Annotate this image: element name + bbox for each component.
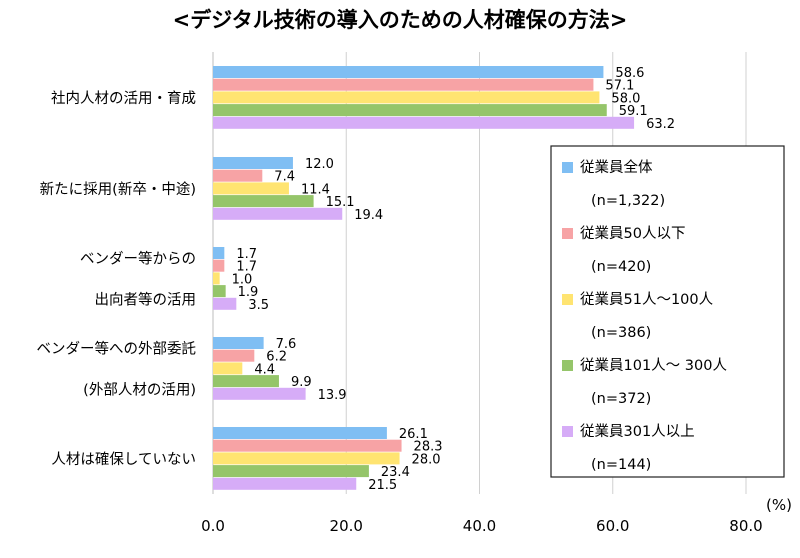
category-label: ベンダー等への外部委託	[37, 339, 197, 357]
data-label: 26.1	[399, 427, 428, 442]
bar	[213, 465, 369, 478]
category-label: (外部人材の活用)	[83, 381, 196, 398]
data-label: 3.5	[248, 298, 269, 313]
bar	[213, 349, 255, 362]
bar	[213, 182, 289, 195]
bar	[213, 439, 402, 452]
legend-swatch	[562, 360, 573, 371]
bar	[213, 259, 225, 272]
category-label: 新たに採用(新卒・中途)	[40, 181, 196, 198]
chart-title: <デジタル技術の導入のための人材確保の方法>	[173, 8, 628, 32]
legend-n: (n=372)	[591, 391, 651, 407]
legend-entry: 従業員301人以上	[580, 423, 695, 440]
legend-entry: 従業員50人以下	[580, 225, 685, 242]
data-label: 28.0	[412, 452, 441, 467]
unit-label: (%)	[766, 496, 792, 514]
bar	[213, 362, 243, 375]
bar	[213, 387, 306, 400]
data-label: 13.9	[318, 388, 347, 403]
data-label: 58.0	[611, 91, 640, 106]
bar	[213, 272, 220, 285]
bar	[213, 477, 357, 490]
data-label: 1.0	[232, 272, 253, 287]
data-label: 15.1	[326, 195, 355, 210]
legend-n: (n=144)	[591, 457, 651, 473]
bar	[213, 427, 387, 439]
x-tick-label: 20.0	[330, 517, 363, 535]
bar	[213, 247, 225, 259]
legend-n: (n=420)	[591, 259, 651, 275]
bar	[213, 452, 400, 465]
bar	[213, 195, 314, 208]
bar	[213, 169, 263, 182]
x-tick-label: 40.0	[463, 517, 496, 535]
bar	[213, 375, 279, 388]
category-label: 出向者等の活用	[95, 290, 197, 308]
data-label: 63.2	[646, 117, 675, 132]
data-label: 4.4	[254, 362, 275, 377]
data-label: 28.3	[414, 440, 443, 455]
legend-entry: 従業員51人～100人	[580, 291, 713, 308]
category-label: 社内人材の活用・育成	[51, 90, 196, 107]
legend-entry: 従業員101人～ 300人	[580, 357, 727, 374]
data-label: 6.2	[266, 350, 287, 365]
bar	[213, 337, 264, 349]
bar	[213, 66, 604, 78]
data-label: 7.4	[274, 170, 295, 185]
legend-swatch	[562, 294, 573, 305]
data-labels: 58.657.158.059.163.2 12.0 7.4 11.415.119.4 1…	[232, 66, 675, 493]
data-label: 21.5	[368, 478, 397, 493]
data-label: 19.4	[354, 208, 383, 223]
category-label: 人材は確保していない	[51, 451, 196, 468]
legend-n: (n=1,322)	[591, 193, 665, 209]
category-label: ベンダー等からの	[80, 249, 196, 267]
data-label: 59.1	[619, 104, 648, 119]
x-tick-label: 80.0	[729, 517, 762, 535]
bar	[213, 78, 594, 91]
data-label: 11.4	[301, 182, 330, 197]
bar	[213, 157, 293, 169]
data-label: 12.0	[305, 157, 334, 172]
data-label: 1.7	[236, 247, 257, 262]
x-tick-labels: 0.0 20.0 40.0 60.0 80.0	[201, 517, 763, 535]
legend-swatch	[562, 426, 573, 437]
bar	[213, 116, 635, 129]
data-label: 9.9	[291, 375, 312, 390]
data-label: 7.6	[276, 337, 297, 352]
data-label: 1.7	[236, 260, 257, 275]
bar	[213, 285, 226, 298]
data-label: 23.4	[381, 465, 410, 480]
legend-n: (n=386)	[591, 325, 651, 341]
legend-box	[550, 145, 785, 478]
bar	[213, 91, 600, 104]
data-label: 57.1	[605, 79, 634, 94]
data-label: 1.9	[238, 285, 259, 300]
bars	[213, 66, 635, 490]
legend-swatch	[562, 228, 573, 239]
legend-entry: 従業員全体	[580, 158, 653, 176]
x-tick-label: 0.0	[201, 517, 225, 535]
legend-swatch	[562, 162, 573, 173]
bar	[213, 207, 343, 220]
legend: 従業員全体 (n=1,322) 従業員50人以下 (n=420) 従業員51人～100人…	[550, 145, 785, 478]
x-tick-label: 60.0	[596, 517, 629, 535]
bar	[213, 297, 237, 310]
bar	[213, 104, 607, 117]
data-label: 58.6	[615, 66, 644, 81]
